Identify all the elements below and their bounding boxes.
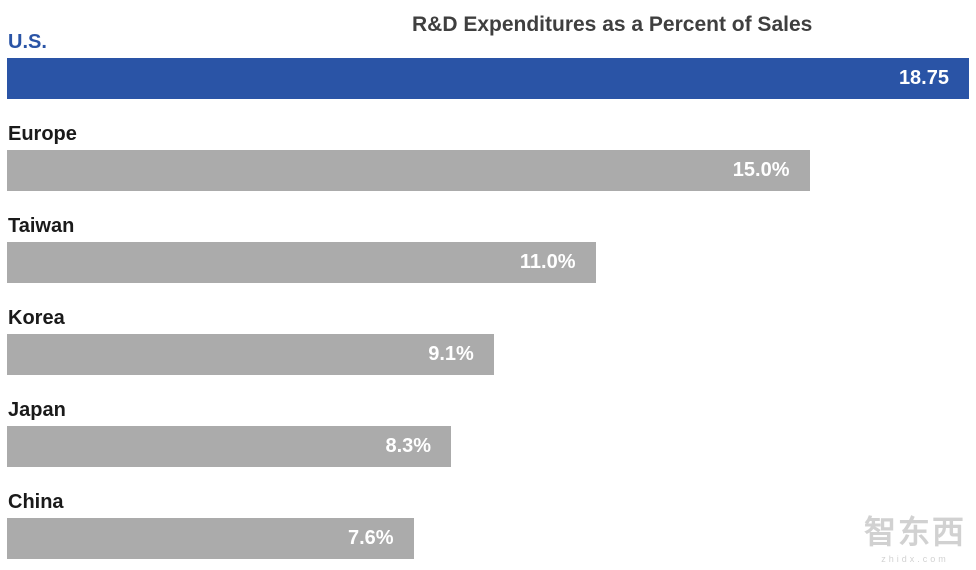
bar: 9.1% — [7, 334, 494, 375]
category-label: U.S. — [8, 31, 47, 53]
category-label: Europe — [8, 123, 77, 145]
bar-value-label: 18.75 — [898, 67, 949, 89]
bar-value-label: 7.6% — [348, 527, 394, 549]
bar: 18.75 — [7, 58, 969, 99]
category-label: Korea — [8, 307, 65, 329]
bar: 8.3% — [7, 426, 452, 467]
chart-title: R&D Expenditures as a Percent of Sales — [412, 13, 813, 36]
bar: 15.0% — [7, 150, 810, 191]
bar-value-label: 15.0% — [732, 159, 790, 181]
bar: 11.0% — [7, 242, 596, 283]
category-label: Taiwan — [8, 215, 75, 237]
bar-value-label: 11.0% — [519, 251, 576, 273]
bar-value-label: 9.1% — [428, 343, 474, 365]
chart-row: China 7.6% — [7, 489, 969, 559]
chart-rows: U.S. 18.75 Europe 15.0% Taiwan 11.0% Korea 9.1%… — [7, 29, 969, 559]
bar: 7.6% — [7, 518, 414, 559]
bar-value-label: 8.3% — [385, 435, 432, 457]
chart-row: Taiwan 11.0% — [7, 213, 969, 283]
category-label: Japan — [8, 399, 66, 421]
chart-row: Europe 15.0% — [7, 121, 969, 191]
category-label: China — [8, 491, 64, 513]
chart-row: Korea 9.1% — [7, 305, 969, 375]
chart-row: U.S. 18.75 — [7, 29, 969, 99]
chart-row: Japan 8.3% — [7, 397, 969, 467]
